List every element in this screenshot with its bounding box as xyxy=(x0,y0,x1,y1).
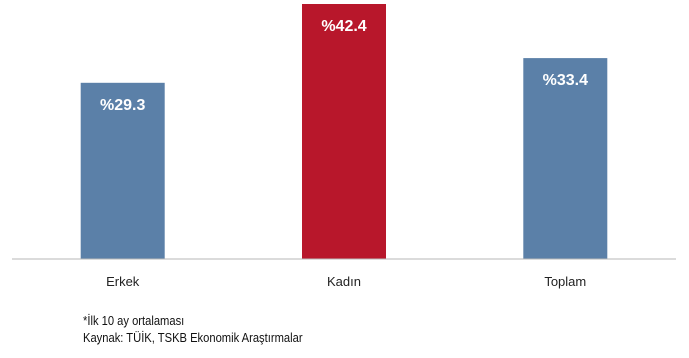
bar-toplam xyxy=(523,58,608,259)
source-text: Kaynak: TÜİK, TSKB Ekonomik Araştırmalar xyxy=(83,330,303,345)
bars-group xyxy=(80,4,608,259)
category-label: Toplam xyxy=(544,274,586,289)
chart-notes: *İlk 10 ay ortalaması Kaynak: TÜİK, TSKB… xyxy=(83,312,303,346)
category-label: Kadın xyxy=(327,274,361,289)
labels-group: %29.3 Erkek %42.4 Kadın %33.4 Toplam xyxy=(100,18,588,289)
bar-value-label: %29.3 xyxy=(100,97,145,114)
bar-value-label: %33.4 xyxy=(543,72,588,89)
bar-kad-n xyxy=(302,4,386,259)
bar-value-label: %42.4 xyxy=(321,18,366,35)
category-label: Erkek xyxy=(106,274,140,289)
bar-erkek xyxy=(80,82,165,259)
footnote-text: *İlk 10 ay ortalaması xyxy=(83,313,185,328)
